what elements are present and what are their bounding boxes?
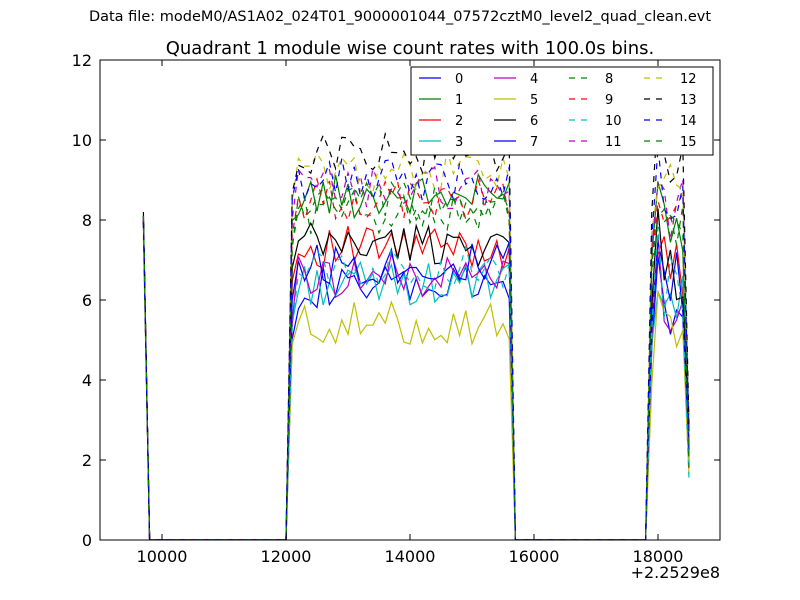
x-tick-label: 16000 <box>509 547 560 566</box>
series-line-15 <box>142 180 690 540</box>
legend-label-14: 14 <box>680 114 697 129</box>
legend-label-3: 3 <box>455 135 463 150</box>
legend-label-11: 11 <box>605 135 622 150</box>
series-layer <box>142 110 690 540</box>
legend-label-5: 5 <box>530 93 538 108</box>
legend-label-10: 10 <box>605 114 622 129</box>
series-line-9 <box>142 176 690 540</box>
legend-label-7: 7 <box>530 135 538 150</box>
legend-label-6: 6 <box>530 114 538 129</box>
y-tick-label: 0 <box>82 531 92 550</box>
y-tick-label: 4 <box>82 371 92 390</box>
y-tick-label: 12 <box>72 51 92 70</box>
chart-title: Quadrant 1 module wise count rates with … <box>166 38 655 59</box>
series-line-13 <box>142 110 690 540</box>
series-line-6 <box>142 208 690 540</box>
series-line-1 <box>142 172 690 540</box>
legend-label-0: 0 <box>455 72 463 87</box>
figure-suptitle: Data file: modeM0/AS1A02_024T01_90000010… <box>88 9 712 25</box>
x-tick-label: 10000 <box>137 547 188 566</box>
legend-label-4: 4 <box>530 72 538 87</box>
legend-label-12: 12 <box>680 72 697 87</box>
series-line-11 <box>142 165 690 540</box>
y-tick-label: 6 <box>82 291 92 310</box>
x-tick-label: 14000 <box>385 547 436 566</box>
series-line-7 <box>142 219 690 540</box>
series-line-14 <box>142 146 690 540</box>
y-tick-label: 10 <box>72 131 92 150</box>
series-line-2 <box>142 219 690 540</box>
series-line-12 <box>142 150 690 540</box>
series-line-8 <box>142 188 690 540</box>
legend-label-15: 15 <box>680 135 697 150</box>
x-tick-label: 18000 <box>633 547 684 566</box>
legend-label-9: 9 <box>605 93 613 108</box>
legend-label-8: 8 <box>605 72 613 87</box>
y-tick-label: 8 <box>82 211 92 230</box>
x-tick-label: 12000 <box>261 547 312 566</box>
legend-label-13: 13 <box>680 93 697 108</box>
series-line-5 <box>142 235 690 540</box>
series-line-4 <box>142 219 690 540</box>
y-tick-label: 2 <box>82 451 92 470</box>
legend-label-2: 2 <box>455 114 463 129</box>
series-line-3 <box>142 223 690 540</box>
series-line-10 <box>142 223 690 540</box>
legend-frame <box>410 66 714 156</box>
legend-label-1: 1 <box>455 93 463 108</box>
x-offset-label: +2.2529e8 <box>631 563 720 582</box>
